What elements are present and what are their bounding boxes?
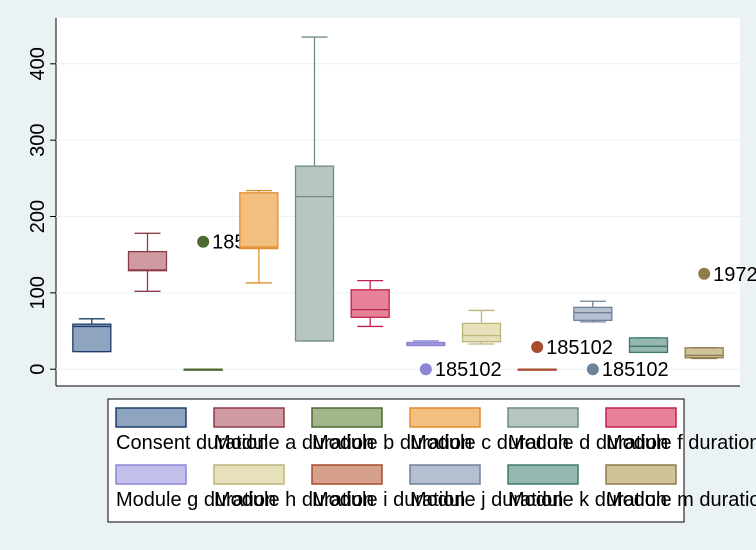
legend-label: Module g duration [116,489,276,511]
box-body [628,337,669,354]
box-module-j-duration: 185102 [573,300,669,381]
legend-label: Module h duration [214,489,374,511]
legend-item: Module b duration [311,407,472,454]
legend-swatch [311,464,383,485]
legend-swatch [311,407,383,428]
legend-item: Module i duration [311,464,465,511]
outlier-label: 197205 [713,264,756,286]
box-consent-duration [72,318,112,353]
box-body [239,192,279,250]
box-module-h-duration [461,309,502,345]
legend-label: Module j duration [410,489,563,511]
legend-label: Module k duration [508,489,667,511]
legend-item: Module j duration [409,464,563,511]
legend-swatch [605,407,677,428]
plot-area [56,18,740,386]
legend-item: Consent duration [115,407,268,454]
box-module-f-duration [350,279,390,328]
legend [107,398,685,523]
box-module-a-duration [127,232,168,292]
legend-label: Module b duration [312,432,472,454]
legend-label: Module f duration [606,432,756,454]
legend-label: Module m duration [606,489,756,511]
y-tick-label: 200 [27,200,49,233]
legend-swatch [409,407,481,428]
y-tick-label: 0 [27,364,49,375]
box-module-k-duration [628,337,669,354]
legend-swatch [213,407,285,428]
legend-item: Module g duration [115,464,276,511]
box-body [294,165,335,342]
legend-swatch [507,464,579,485]
box-module-c-duration [239,189,279,284]
legend-label: Module i duration [312,489,465,511]
legend-item: Module f duration [605,407,756,454]
legend-swatch [213,464,285,485]
y-tick-label: 400 [27,47,49,80]
legend-label: Consent duration [116,432,268,454]
outlier-point [586,363,599,376]
legend-item: Module h duration [213,464,374,511]
legend-item: Module a duration [213,407,374,454]
legend-item: Module k duration [507,464,667,511]
box-body [684,347,724,359]
legend-label: Module a duration [214,432,374,454]
box-module-d-duration [294,36,335,342]
box-body [127,250,168,272]
outlier-point [419,363,432,376]
box-module-g-duration: 185102 [406,340,502,381]
outlier-label: 185102 [435,359,502,381]
outlier-label: 185102 [602,359,669,381]
box-body [461,322,502,343]
legend-swatch [115,407,187,428]
legend-label: Module d duration [508,432,668,454]
legend-swatch [507,407,579,428]
legend-swatch [409,464,481,485]
legend-swatch [605,464,677,485]
y-tick-label: 300 [27,123,49,156]
outlier-point [531,341,544,354]
legend-label: Module c duration [410,432,569,454]
legend-item: Module c duration [409,407,569,454]
legend-item: Module m duration [605,464,756,511]
outlier-label: 185102 [546,337,613,359]
box-body [72,323,112,353]
y-tick-label: 100 [27,276,49,309]
outlier-point [197,235,210,248]
legend-item: Module d duration [507,407,668,454]
outlier-point [698,267,711,280]
box-module-i-duration: 185102 [517,337,613,371]
box-body [350,289,390,318]
box-body [573,306,613,321]
legend-swatch [115,464,187,485]
box-module-m-duration: 197205 [684,264,756,360]
